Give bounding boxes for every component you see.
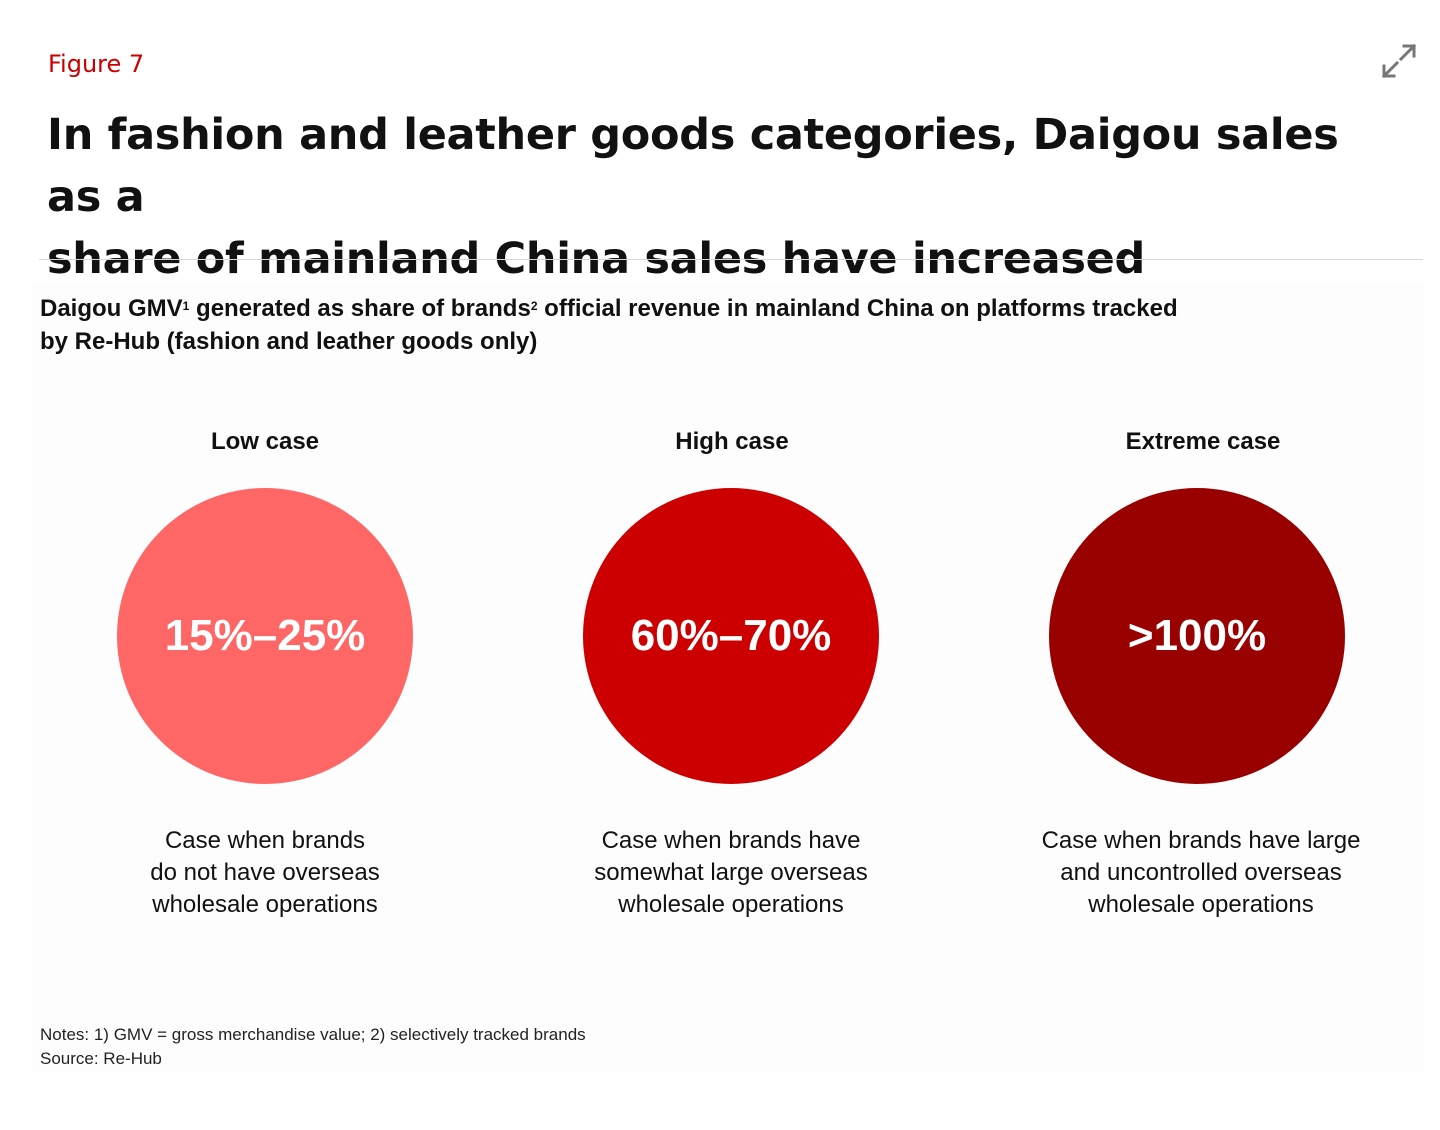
case-description-low-line-3: wholesale operations	[152, 891, 378, 918]
case-description-low: Case when brands do not have overseas wh…	[65, 825, 465, 921]
expand-button[interactable]	[1380, 42, 1418, 80]
circle-extreme: >100%	[1049, 488, 1345, 784]
footnote-marker-1: 1	[182, 299, 190, 313]
figure-subtitle-line-1: Daigou GMV1 generated as share of brands…	[40, 292, 1360, 325]
case-description-low-line-1: Case when brands	[164, 827, 366, 854]
subtitle-part-1: Daigou GMV	[40, 295, 183, 322]
subtitle-part-2: generated as share of brands	[189, 295, 531, 322]
case-value-extreme: >100%	[1127, 611, 1267, 660]
case-title-extreme: Extreme case	[1125, 428, 1281, 455]
case-description-extreme-line-3: wholesale operations	[1088, 891, 1314, 918]
case-value-high: 60%–70%	[630, 611, 832, 660]
expand-icon	[1381, 43, 1417, 79]
case-description-extreme-line-2: and uncontrolled overseas	[1060, 859, 1342, 886]
case-description-high: Case when brands have somewhat large ove…	[531, 825, 931, 921]
notes-text: Notes: 1) GMV = gross merchandise value;…	[40, 1025, 586, 1044]
case-description-high-line-2: somewhat large overseas	[594, 859, 868, 886]
figure-subtitle-line-2: by Re-Hub (fashion and leather goods onl…	[40, 328, 538, 355]
divider	[39, 259, 1423, 260]
case-description-extreme-line-1: Case when brands have large	[1041, 827, 1361, 854]
case-title-high: High case	[675, 428, 789, 455]
case-description-low-line-2: do not have overseas	[150, 859, 380, 886]
circle-low: 15%–25%	[117, 488, 413, 784]
source-text: Source: Re-Hub	[40, 1049, 162, 1068]
page-title-line-1: In fashion and leather goods categories,…	[47, 110, 1339, 222]
case-description-high-line-1: Case when brands have	[601, 827, 861, 854]
circle-high: 60%–70%	[583, 488, 879, 784]
subtitle-part-3: official revenue in mainland China on pl…	[537, 295, 1178, 322]
case-value-low: 15%–25%	[164, 611, 366, 660]
case-description-extreme: Case when brands have large and uncontro…	[1001, 825, 1401, 921]
footnote-marker-2: 2	[530, 299, 538, 313]
case-description-high-line-3: wholesale operations	[618, 891, 844, 918]
figure-label: Figure 7	[48, 50, 145, 78]
figure-subtitle: Daigou GMV1 generated as share of brands…	[40, 292, 1360, 358]
page-title: In fashion and leather goods categories,…	[47, 104, 1407, 290]
case-title-low: Low case	[210, 428, 320, 455]
figure-notes: Notes: 1) GMV = gross merchandise value;…	[40, 1023, 940, 1071]
